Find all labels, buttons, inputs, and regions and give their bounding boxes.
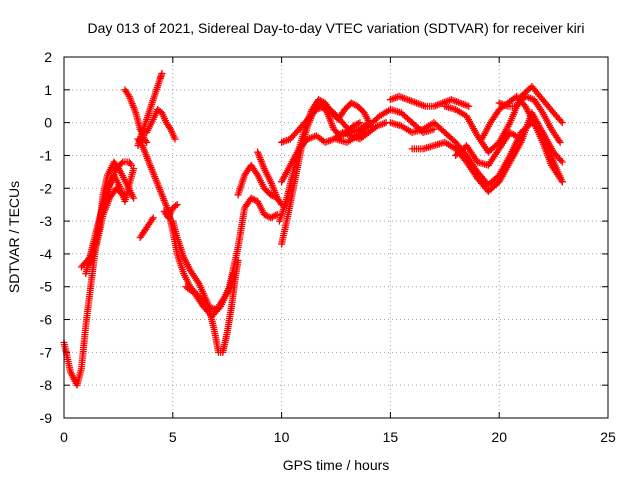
y-tick-label: -8 <box>40 377 53 393</box>
data-point <box>142 137 150 145</box>
data-point <box>130 194 138 202</box>
data-point <box>351 121 359 129</box>
data-point <box>126 160 134 168</box>
data-point <box>315 96 323 104</box>
grid <box>64 57 608 418</box>
data-point <box>148 215 156 223</box>
data-point <box>430 125 438 133</box>
x-axis-label: GPS time / hours <box>283 457 390 473</box>
data-point <box>130 165 138 173</box>
y-tick-label: -5 <box>40 279 53 295</box>
y-tick-label: -1 <box>40 147 53 163</box>
data-point <box>119 191 127 199</box>
data-point <box>117 159 125 167</box>
y-tick-label: -4 <box>40 246 53 262</box>
data-point <box>117 190 125 198</box>
y-tick-label: -3 <box>40 213 53 229</box>
data-point <box>262 211 270 219</box>
x-tick-label: 15 <box>383 429 399 445</box>
data-point <box>350 101 358 109</box>
data-point <box>166 124 174 132</box>
data-point <box>353 120 361 128</box>
data-point <box>173 201 181 209</box>
y-axis-label: SDTVAR / TECUs <box>6 181 22 293</box>
y-tick-label: 1 <box>44 82 52 98</box>
data-point <box>517 135 525 143</box>
y-tick-label: -2 <box>40 180 53 196</box>
data-point <box>172 202 180 210</box>
data-points <box>60 69 566 389</box>
data-point <box>149 214 157 222</box>
data-point <box>558 158 566 166</box>
data-point <box>267 214 275 222</box>
y-tick-label: -7 <box>40 344 53 360</box>
data-point <box>158 69 166 77</box>
data-point <box>318 97 326 105</box>
data-point <box>347 99 355 107</box>
y-tick-label: -6 <box>40 312 53 328</box>
data-point <box>115 166 123 174</box>
data-point <box>349 122 357 130</box>
data-point <box>250 196 258 204</box>
data-point <box>268 213 276 221</box>
data-point <box>556 138 564 146</box>
axis-ticks: 0 5 10 15 20 25 -9 -8 -7 -6 -5 -4 -3 -2 -1 0 1 2 <box>40 49 616 445</box>
y-tick-label: 2 <box>44 49 52 65</box>
x-tick-label: 25 <box>600 429 616 445</box>
plot-frame <box>63 56 609 419</box>
data-point <box>136 125 144 133</box>
chart-title: Day 013 of 2021, Sidereal Day-to-day VTE… <box>88 20 585 36</box>
data-point <box>247 194 255 202</box>
data-point <box>249 195 257 203</box>
data-point <box>555 137 563 145</box>
data-point <box>558 119 566 127</box>
data-point <box>260 211 268 219</box>
data-point <box>143 138 151 146</box>
data-point <box>215 304 223 312</box>
data-point <box>558 178 566 186</box>
data-point <box>354 119 362 127</box>
data-point <box>253 170 261 178</box>
data-point <box>557 156 565 164</box>
x-tick-label: 5 <box>169 429 177 445</box>
data-point <box>557 117 565 125</box>
x-tick-label: 0 <box>60 429 68 445</box>
data-point <box>349 100 357 108</box>
data-point <box>171 135 179 143</box>
x-tick-label: 20 <box>491 429 507 445</box>
x-tick-label: 10 <box>274 429 290 445</box>
data-point <box>356 119 364 127</box>
data-point <box>194 278 202 286</box>
data-point <box>316 96 324 104</box>
y-tick-label: 0 <box>44 115 52 131</box>
data-point <box>263 212 271 220</box>
y-tick-label: -9 <box>40 410 53 426</box>
data-point <box>465 102 473 110</box>
data-point <box>270 212 278 220</box>
